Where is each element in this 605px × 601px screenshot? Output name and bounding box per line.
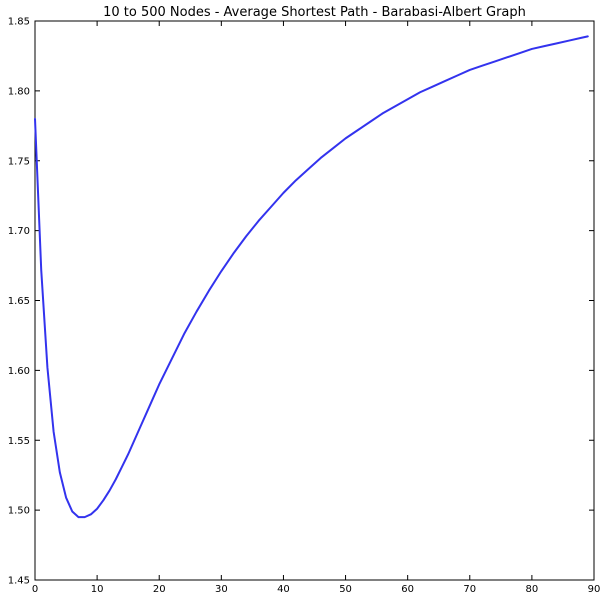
x-tick-label: 30: [215, 584, 228, 595]
y-tick-label: 1.75: [8, 156, 30, 167]
x-tick-label: 70: [463, 584, 476, 595]
y-tick-label: 1.55: [8, 436, 30, 447]
y-tick-label: 1.50: [8, 506, 30, 517]
y-axis: 1.45 1.50 1.55 1.60 1.65 1.70 1.75 1.80 1.85: [8, 17, 594, 587]
x-tick-label: 60: [401, 584, 414, 595]
x-axis: 0 10 20 30 40 50 60 70 80 90: [32, 21, 601, 595]
x-tick-label: 0: [32, 584, 38, 595]
chart-title: 10 to 500 Nodes - Average Shortest Path …: [103, 5, 526, 20]
y-tick-label: 1.65: [8, 296, 30, 307]
series-layer: [34, 35, 589, 519]
y-tick-label: 1.45: [8, 576, 30, 587]
series-line-0: [34, 35, 589, 519]
y-tick-label: 1.70: [8, 226, 30, 237]
x-tick-label: 10: [91, 584, 104, 595]
x-tick-label: 90: [588, 584, 601, 595]
x-tick-label: 20: [153, 584, 166, 595]
y-tick-label: 1.80: [8, 86, 30, 97]
y-tick-label: 1.60: [8, 366, 30, 377]
x-tick-label: 50: [339, 584, 352, 595]
plot-area-frame: [34, 20, 595, 581]
x-tick-label: 80: [526, 584, 539, 595]
y-tick-label: 1.85: [8, 17, 30, 28]
x-tick-label: 40: [277, 584, 290, 595]
